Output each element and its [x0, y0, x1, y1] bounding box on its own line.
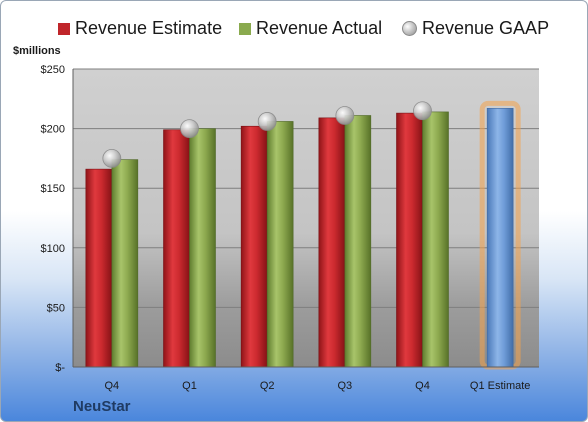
bar-revenue-estimate	[240, 125, 268, 368]
y-tick-label: $250	[41, 64, 65, 76]
bar-revenue-estimate	[85, 168, 113, 368]
x-tick-label: Q4	[104, 380, 119, 392]
bar-revenue-actual	[422, 111, 449, 368]
legend-item-actual: Revenue Actual	[239, 18, 382, 39]
bar-revenue-actual	[266, 121, 294, 368]
x-tick-label: Q1	[182, 380, 197, 392]
y-tick-label: $100	[41, 243, 65, 255]
legend-label-actual: Revenue Actual	[256, 18, 383, 38]
x-tick-label: Q4	[415, 380, 430, 392]
marker-revenue-gaap	[335, 106, 355, 125]
legend-item-gaap: Revenue GAAP	[402, 18, 549, 39]
company-name: NeuStar	[73, 398, 131, 415]
y-tick-label: $200	[41, 124, 65, 136]
x-tick-label: Q1 Estimate	[470, 380, 531, 392]
bar-forecast	[486, 108, 514, 368]
x-tick-label: Q2	[260, 380, 275, 392]
bar-revenue-estimate	[163, 129, 190, 368]
marker-revenue-gaap	[257, 112, 277, 131]
bar-revenue-actual	[344, 115, 372, 368]
bar-revenue-actual	[189, 128, 216, 368]
marker-revenue-gaap	[102, 148, 122, 168]
legend-label-gaap: Revenue GAAP	[422, 18, 550, 38]
legend-item-estimate: Revenue Estimate	[58, 18, 222, 39]
legend-swatch-actual	[239, 22, 251, 35]
x-tick-label: Q3	[337, 380, 352, 392]
marker-revenue-gaap	[180, 119, 199, 138]
y-tick-label: $-	[55, 362, 65, 374]
y-tick-label: $50	[47, 302, 65, 314]
plot-area	[73, 69, 539, 367]
y-tick-label: $150	[41, 183, 65, 195]
legend-swatch-estimate	[58, 22, 70, 35]
legend-label-estimate: Revenue Estimate	[75, 18, 223, 38]
marker-revenue-gaap	[413, 101, 432, 121]
bar-revenue-actual	[111, 159, 139, 368]
y-axis-unit-label: $millions	[13, 45, 61, 57]
bar-revenue-estimate	[396, 112, 423, 368]
chart-legend: Revenue Estimate Revenue Actual Revenue …	[1, 18, 587, 42]
legend-marker-gaap	[402, 21, 417, 36]
bar-revenue-estimate	[318, 117, 346, 368]
